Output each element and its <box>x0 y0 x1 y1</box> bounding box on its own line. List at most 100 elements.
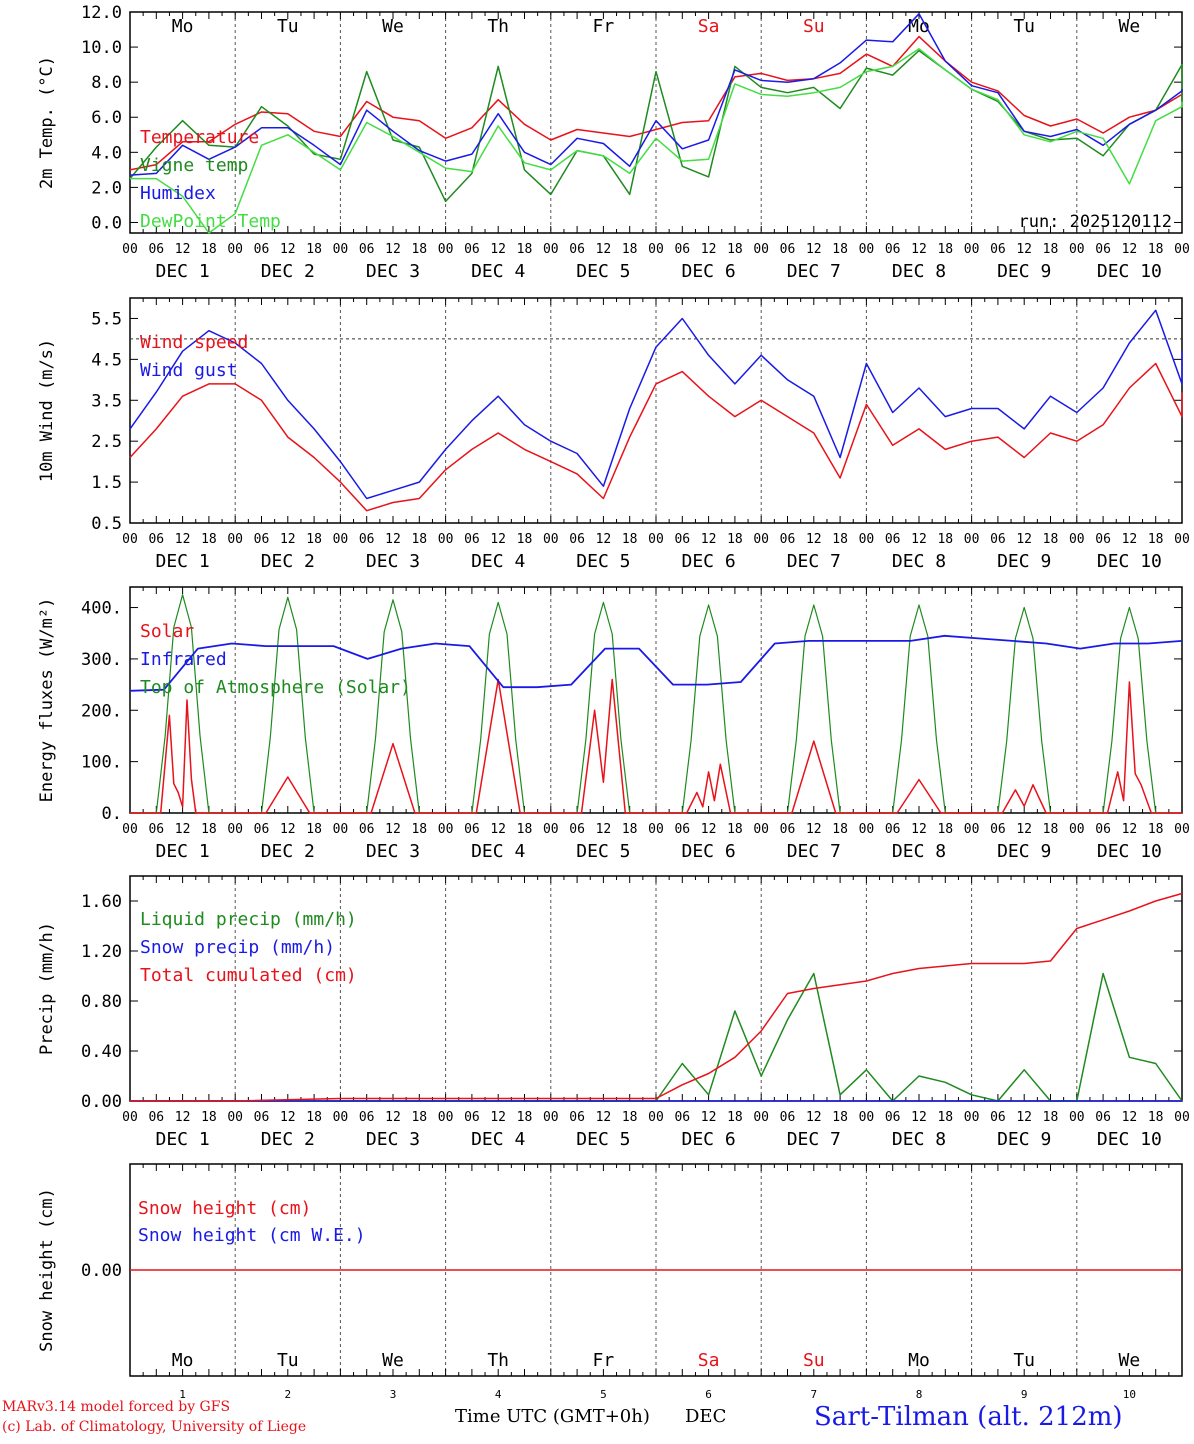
hour-label: 18 <box>1043 1110 1059 1125</box>
y-tick-label: 1.20 <box>81 942 122 962</box>
hour-label: 00 <box>543 242 559 257</box>
hour-label: 18 <box>306 532 322 547</box>
date-label: DEC 9 <box>997 261 1051 282</box>
series-line <box>130 678 1182 814</box>
y-tick-label: 400. <box>81 599 122 619</box>
legend-entry: Top of Atmosphere (Solar) <box>140 677 411 698</box>
hour-label: 00 <box>964 1110 980 1125</box>
hour-label: 06 <box>674 822 690 837</box>
hour-label: 06 <box>359 242 375 257</box>
hour-label: 12 <box>175 532 191 547</box>
y-axis-label: Snow height (cm) <box>37 1188 57 1352</box>
date-label: DEC 5 <box>576 551 630 572</box>
date-label: DEC 2 <box>261 261 315 282</box>
run-annotation: run: 2025120112 <box>1018 212 1172 232</box>
hour-label: 00 <box>964 822 980 837</box>
hour-label: 06 <box>464 822 480 837</box>
hour-label: 12 <box>1016 532 1032 547</box>
hour-label: 00 <box>333 532 349 547</box>
hour-label: 06 <box>148 1110 164 1125</box>
y-tick-label: 12.0 <box>81 3 122 23</box>
legend-entry: Humidex <box>140 183 216 204</box>
date-label: DEC 4 <box>471 551 525 572</box>
legend-entry: Snow precip (mm/h) <box>140 937 335 958</box>
day-name: We <box>382 16 404 37</box>
y-tick-label: 0.80 <box>81 992 122 1012</box>
hour-label: 00 <box>964 242 980 257</box>
hour-label: 18 <box>1148 822 1164 837</box>
series-line <box>129 362 1183 512</box>
hour-label: 06 <box>1095 822 1111 837</box>
date-label: DEC 3 <box>366 551 420 572</box>
hour-label: 00 <box>122 532 138 547</box>
date-label: DEC 7 <box>787 261 841 282</box>
hour-label: 00 <box>1069 822 1085 837</box>
date-label: DEC 1 <box>156 261 210 282</box>
hour-label: 00 <box>1174 532 1190 547</box>
hour-label: 12 <box>701 822 717 837</box>
station-name: Sart-Tilman (alt. 212m) <box>814 1402 1123 1432</box>
legend-entry: Snow height (cm W.E.) <box>138 1225 366 1246</box>
legend-entry: Temperature <box>140 127 259 148</box>
date-label: DEC 8 <box>892 841 946 862</box>
hour-label: 12 <box>280 242 296 257</box>
date-label: DEC 1 <box>156 551 210 572</box>
y-tick-label: 8.0 <box>91 73 122 93</box>
y-tick-label: 10.0 <box>81 38 122 58</box>
hour-label: 12 <box>806 1110 822 1125</box>
hour-label: 12 <box>1016 822 1032 837</box>
hour-label: 12 <box>490 532 506 547</box>
date-label: DEC 3 <box>366 841 420 862</box>
hour-label: 00 <box>648 1110 664 1125</box>
hour-label: 06 <box>780 242 796 257</box>
hour-label: 18 <box>727 242 743 257</box>
hour-label: 00 <box>122 242 138 257</box>
hour-label: 18 <box>411 242 427 257</box>
hour-label: 18 <box>306 242 322 257</box>
series-line <box>129 35 1183 171</box>
day-number: 7 <box>810 1388 817 1401</box>
hour-label: 12 <box>1122 242 1138 257</box>
hour-label: 06 <box>780 822 796 837</box>
hour-label: 12 <box>1016 242 1032 257</box>
hour-label: 18 <box>306 822 322 837</box>
hour-label: 12 <box>596 532 612 547</box>
hour-label: 12 <box>490 242 506 257</box>
hour-label: 06 <box>254 822 270 837</box>
hour-label: 00 <box>333 822 349 837</box>
hour-label: 18 <box>517 242 533 257</box>
hour-label: 06 <box>464 242 480 257</box>
hour-label: 06 <box>674 1110 690 1125</box>
hour-label: 00 <box>227 242 243 257</box>
hour-label: 06 <box>780 1110 796 1125</box>
y-tick-label: 6.0 <box>91 108 122 128</box>
date-label: DEC 6 <box>682 261 736 282</box>
date-label: DEC 5 <box>576 261 630 282</box>
hour-label: 18 <box>517 822 533 837</box>
hour-label: 06 <box>990 822 1006 837</box>
hour-label: 06 <box>254 242 270 257</box>
hour-label: 00 <box>753 822 769 837</box>
legend-entry: Wind gust <box>140 360 238 381</box>
legend-entry: Infrared <box>140 649 227 670</box>
date-label: DEC 3 <box>366 1129 420 1150</box>
hour-label: 00 <box>753 242 769 257</box>
hour-label: 00 <box>648 822 664 837</box>
hour-label: 18 <box>622 1110 638 1125</box>
hour-label: 18 <box>201 1110 217 1125</box>
y-tick-label: 4.5 <box>91 350 122 370</box>
series-line <box>130 594 1157 814</box>
hour-label: 06 <box>569 532 585 547</box>
hour-label: 12 <box>701 1110 717 1125</box>
hour-label: 18 <box>832 532 848 547</box>
hour-label: 12 <box>806 532 822 547</box>
day-number: 3 <box>390 1388 397 1401</box>
day-name: Tu <box>277 1350 299 1371</box>
y-tick-label: 0.5 <box>91 514 122 534</box>
hour-label: 00 <box>122 1110 138 1125</box>
hour-label: 12 <box>596 822 612 837</box>
day-name: Tu <box>1013 1350 1035 1371</box>
day-number: 5 <box>600 1388 607 1401</box>
hour-label: 00 <box>648 242 664 257</box>
date-label: DEC 10 <box>1097 261 1162 282</box>
